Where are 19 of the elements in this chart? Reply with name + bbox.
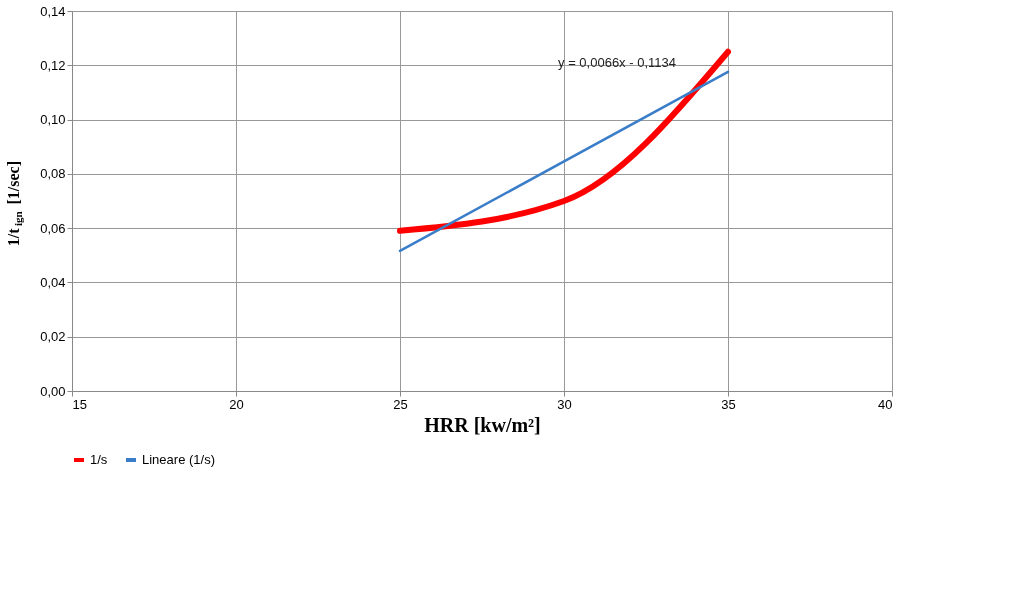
x-axis-title: HRR [kw/m²]: [424, 413, 541, 436]
y-tick-label: 0,08: [40, 166, 66, 182]
x-tick-label: 30: [557, 396, 572, 412]
y-tick-label: 0,10: [40, 112, 66, 128]
y-tick-label: 0,06: [40, 220, 66, 236]
x-tick-label: 25: [393, 396, 408, 412]
x-tick-label: 40: [878, 396, 893, 412]
y-axis-title: 1/tign [1/sec]: [5, 161, 24, 247]
annotation: y = 0,0066x - 0,1134: [558, 55, 676, 70]
x-tick-label: 35: [721, 396, 736, 412]
y-tick-label: 0,00: [40, 383, 66, 399]
y-tick-label: 0,02: [40, 329, 66, 345]
y-tick-label: 0,12: [40, 57, 66, 73]
y-tick-label: 0,04: [40, 274, 66, 290]
y-tick-label: 0,14: [40, 3, 66, 19]
x-tick-label: 20: [229, 396, 244, 412]
x-tick-label: 15: [72, 396, 87, 412]
legend-label: Lineare (1/s): [142, 452, 215, 467]
legend-label: 1/s: [90, 452, 108, 467]
